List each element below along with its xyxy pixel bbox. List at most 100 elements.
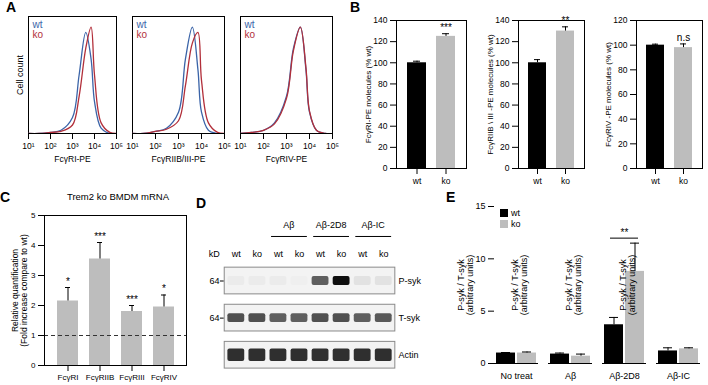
svg-text:10⁵: 10⁵ (218, 141, 231, 151)
svg-text:FcγRI-PE: FcγRI-PE (54, 154, 91, 164)
svg-text:4: 4 (31, 241, 36, 250)
svg-text:Actin: Actin (398, 350, 418, 360)
svg-text:2: 2 (31, 301, 36, 310)
svg-text:wt: wt (650, 176, 660, 186)
svg-text:10⁵: 10⁵ (326, 141, 339, 151)
svg-text:5: 5 (31, 211, 36, 220)
svg-text:20: 20 (500, 142, 510, 152)
svg-text:0: 0 (480, 358, 485, 368)
svg-text:ko: ko (245, 29, 256, 40)
svg-text:64: 64 (209, 313, 219, 323)
svg-text:FcγRIV -PE molecules (% wt): FcγRIV -PE molecules (% wt) (604, 42, 613, 147)
svg-text:60: 60 (500, 100, 510, 110)
svg-text:40: 40 (618, 114, 628, 124)
svg-text:10³: 10³ (172, 141, 184, 151)
svg-text:*: * (66, 276, 70, 287)
svg-text:120: 120 (495, 36, 509, 46)
svg-text:15: 15 (475, 201, 485, 211)
svg-text:0: 0 (31, 361, 36, 370)
svg-text:P-syk / T-syk(arbitrary units): P-syk / T-syk(arbitrary units) (564, 255, 583, 316)
svg-text:20: 20 (618, 139, 628, 149)
svg-text:n.s: n.s (677, 32, 690, 43)
svg-text:0: 0 (623, 163, 628, 173)
svg-text:wt: wt (357, 249, 367, 259)
svg-text:10³: 10³ (280, 141, 292, 151)
svg-text:10²: 10² (257, 141, 269, 151)
svg-text:Aβ: Aβ (283, 220, 294, 230)
svg-text:80: 80 (378, 79, 388, 89)
svg-text:3: 3 (31, 271, 36, 280)
svg-text:FcγRIIB \ III -PE molecules (%: FcγRIIB \ III -PE molecules (% wt) (486, 34, 495, 155)
svg-text:1: 1 (31, 331, 36, 340)
svg-text:100: 100 (373, 58, 387, 68)
svg-text:wt: wt (315, 249, 325, 259)
svg-text:ko: ko (379, 249, 389, 259)
svg-text:10³: 10³ (66, 141, 78, 151)
svg-text:100: 100 (613, 40, 627, 50)
svg-text:100: 100 (495, 58, 509, 68)
svg-text:ko: ko (295, 249, 305, 259)
svg-text:wt: wt (532, 176, 542, 186)
svg-text:***: *** (94, 231, 106, 242)
svg-text:40: 40 (500, 121, 510, 131)
svg-text:FcγRIIB/III-PE: FcγRIIB/III-PE (152, 154, 206, 164)
svg-text:10⁴: 10⁴ (303, 141, 316, 151)
svg-text:Cell count: Cell count (15, 54, 25, 95)
svg-text:0: 0 (383, 163, 388, 173)
svg-text:P-syk / T-syk(arbitrary units): P-syk / T-syk(arbitrary units) (618, 255, 637, 316)
svg-text:ko: ko (137, 29, 148, 40)
svg-text:60: 60 (618, 89, 628, 99)
svg-text:Aβ-IC: Aβ-IC (667, 371, 691, 381)
svg-text:T-syk: T-syk (398, 313, 420, 323)
svg-text:FcγRI-PE molecules (% wt): FcγRI-PE molecules (% wt) (364, 45, 373, 143)
svg-text:140: 140 (373, 15, 387, 25)
svg-text:10: 10 (475, 254, 485, 264)
svg-text:ko: ko (337, 249, 347, 259)
svg-text:ko: ko (679, 176, 688, 186)
svg-text:10²: 10² (149, 141, 161, 151)
svg-text:P-syk / T-syk(arbitrary units): P-syk / T-syk(arbitrary units) (456, 255, 475, 316)
svg-text:10²: 10² (44, 141, 56, 151)
svg-text:5: 5 (480, 306, 485, 316)
svg-text:**: ** (621, 227, 629, 238)
svg-text:***: *** (440, 22, 452, 33)
svg-text:80: 80 (618, 65, 628, 75)
svg-text:10⁴: 10⁴ (88, 141, 101, 151)
svg-text:120: 120 (613, 15, 627, 25)
svg-text:ko: ko (561, 176, 570, 186)
svg-text:*: * (162, 283, 166, 294)
svg-text:10⁴: 10⁴ (195, 141, 208, 151)
svg-text:60: 60 (378, 100, 388, 110)
svg-text:10¹: 10¹ (22, 141, 34, 151)
svg-text:Aβ-2D8: Aβ-2D8 (316, 220, 347, 230)
svg-text:64: 64 (209, 276, 219, 286)
svg-text:P-syk: P-syk (398, 276, 421, 286)
svg-text:Aβ: Aβ (565, 371, 576, 381)
svg-text:FcγRI: FcγRI (58, 373, 79, 382)
svg-text:80: 80 (500, 79, 510, 89)
svg-text:wt: wt (231, 249, 241, 259)
svg-text:140: 140 (495, 15, 509, 25)
svg-text:FcγRIII: FcγRIII (119, 373, 144, 382)
svg-text:0: 0 (505, 163, 510, 173)
svg-text:***: *** (126, 294, 138, 305)
svg-text:P-syk / T-syk(arbitrary units): P-syk / T-syk(arbitrary units) (510, 255, 529, 316)
svg-text:Relative quantification(Fold i: Relative quantification(Fold increase co… (10, 234, 29, 347)
svg-text:FcγRIIB: FcγRIIB (86, 373, 114, 382)
svg-text:ko: ko (253, 249, 263, 259)
svg-text:120: 120 (373, 36, 387, 46)
svg-text:20: 20 (378, 142, 388, 152)
svg-text:FcγRIV: FcγRIV (151, 373, 178, 382)
svg-text:No treat: No treat (500, 371, 533, 381)
svg-text:ko: ko (442, 176, 451, 186)
svg-text:40: 40 (378, 121, 388, 131)
svg-text:Aβ-IC: Aβ-IC (362, 220, 386, 230)
svg-text:10¹: 10¹ (234, 141, 246, 151)
svg-text:10¹: 10¹ (126, 141, 138, 151)
svg-text:kD: kD (209, 249, 221, 259)
svg-text:**: ** (562, 15, 570, 26)
svg-text:10⁵: 10⁵ (110, 141, 123, 151)
svg-text:ko: ko (33, 29, 44, 40)
svg-text:FcγRIV-PE: FcγRIV-PE (266, 154, 308, 164)
svg-text:Aβ-2D8: Aβ-2D8 (609, 371, 640, 381)
